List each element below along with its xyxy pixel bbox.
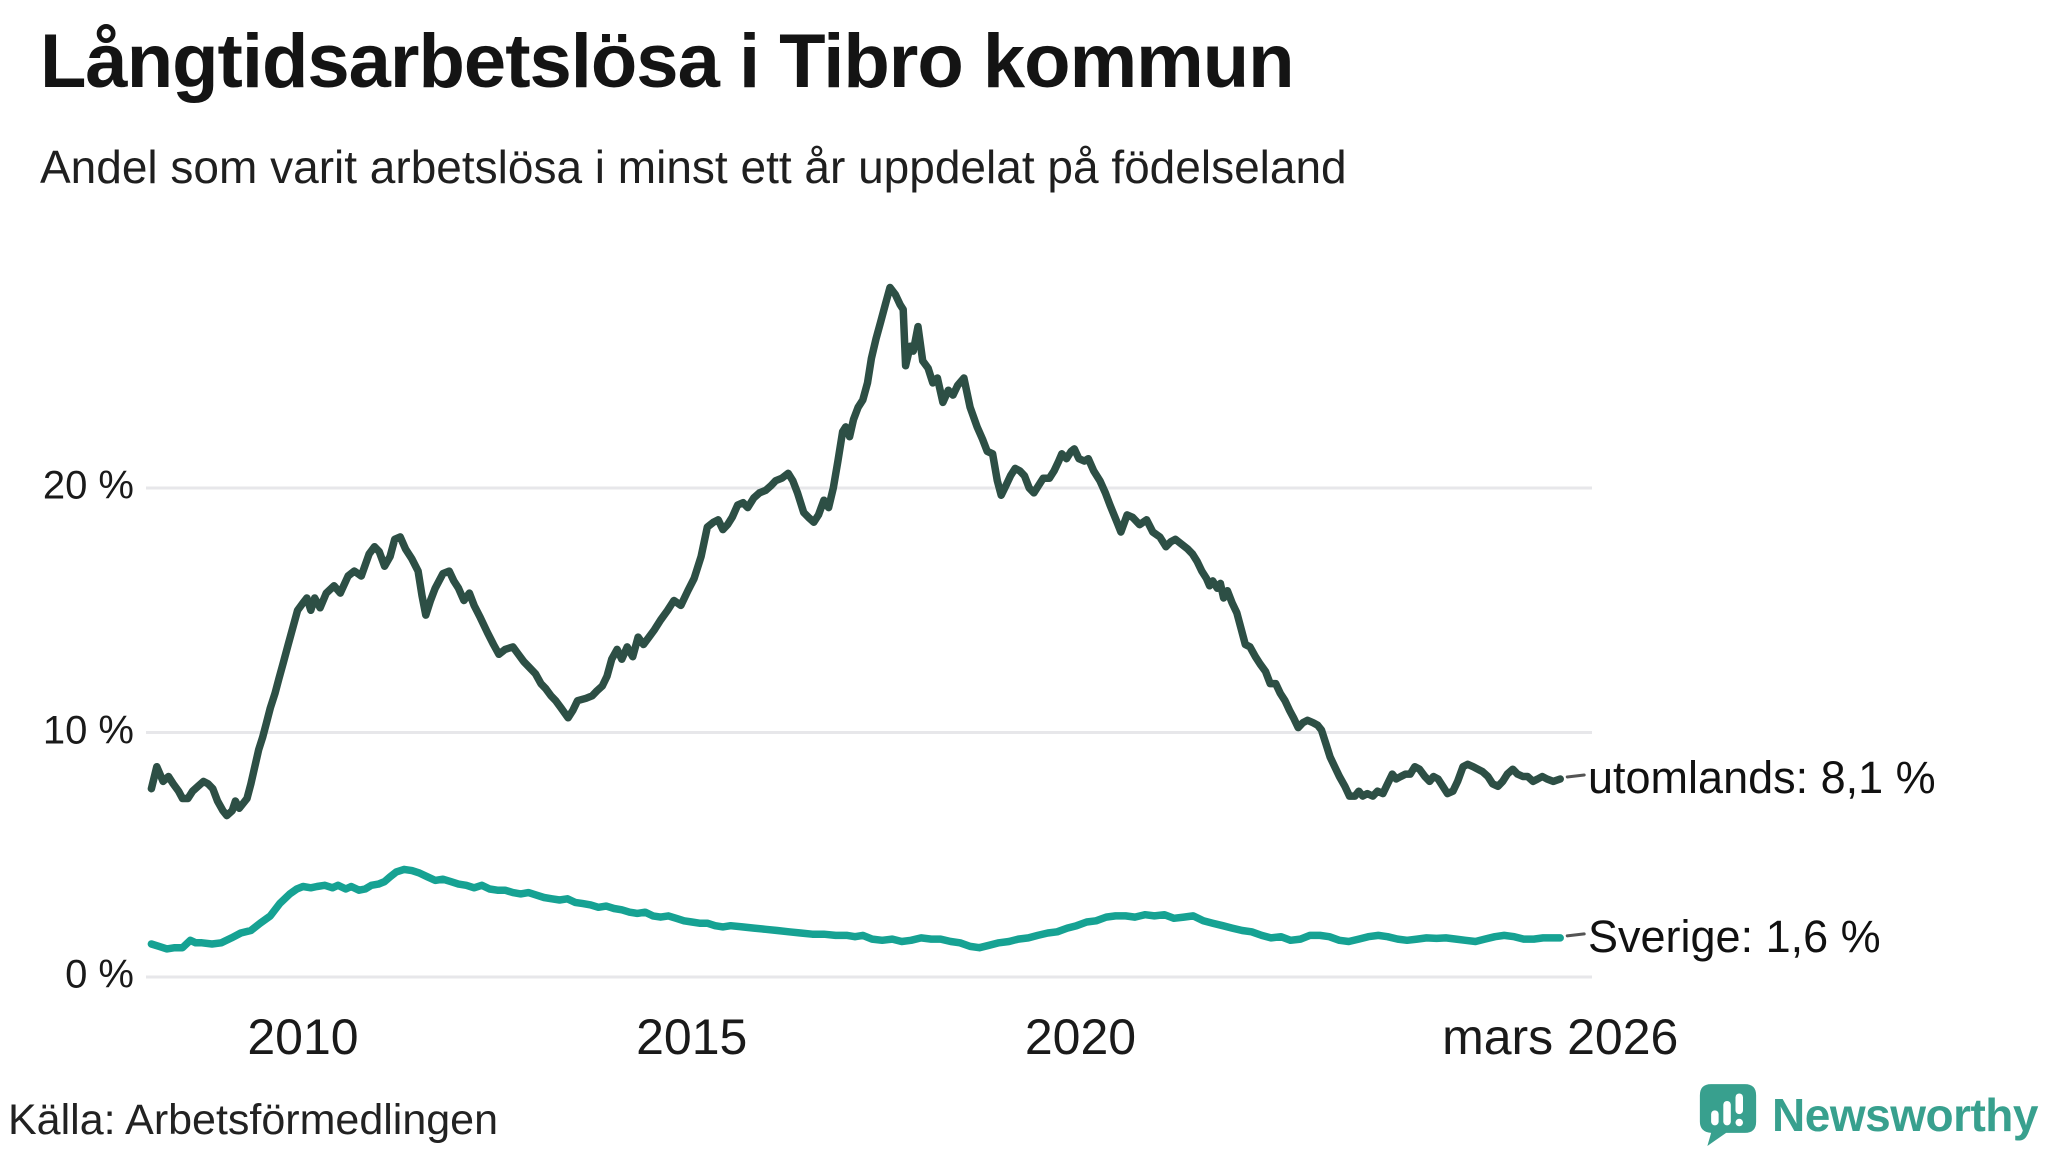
series-line-Sverige bbox=[147, 865, 1564, 953]
series-end-label-Sverige: Sverige: 1,6 % bbox=[1588, 910, 1881, 962]
series-line-utomlands bbox=[147, 283, 1564, 820]
page-subtitle: Andel som varit arbetslösa i minst ett å… bbox=[40, 141, 1347, 193]
x-tick-2020: 2020 bbox=[1024, 1009, 1137, 1065]
x-tick-mars-2026: mars 2026 bbox=[1442, 1009, 1679, 1065]
page-title: Långtidsarbetslösa i Tibro kommun bbox=[40, 19, 1295, 104]
newsworthy-pin-icon bbox=[1699, 1084, 1757, 1146]
y-tick-20: 20 % bbox=[42, 463, 134, 508]
series-end-label-utomlands: utomlands: 8,1 % bbox=[1588, 751, 1936, 803]
x-tick-2010: 2010 bbox=[247, 1009, 359, 1065]
label-connector-utomlands bbox=[1565, 773, 1586, 779]
label-connector-Sverige bbox=[1565, 932, 1586, 938]
newsworthy-wordmark: Newsworthy bbox=[1772, 1089, 2038, 1141]
y-tick-0: 0 % bbox=[65, 952, 134, 997]
source-note: Källa: Arbetsförmedlingen bbox=[8, 1096, 499, 1144]
x-tick-2015: 2015 bbox=[636, 1009, 748, 1065]
newsworthy-logo[interactable]: Newsworthy bbox=[1698, 1082, 2038, 1148]
y-tick-10: 10 % bbox=[42, 708, 134, 753]
